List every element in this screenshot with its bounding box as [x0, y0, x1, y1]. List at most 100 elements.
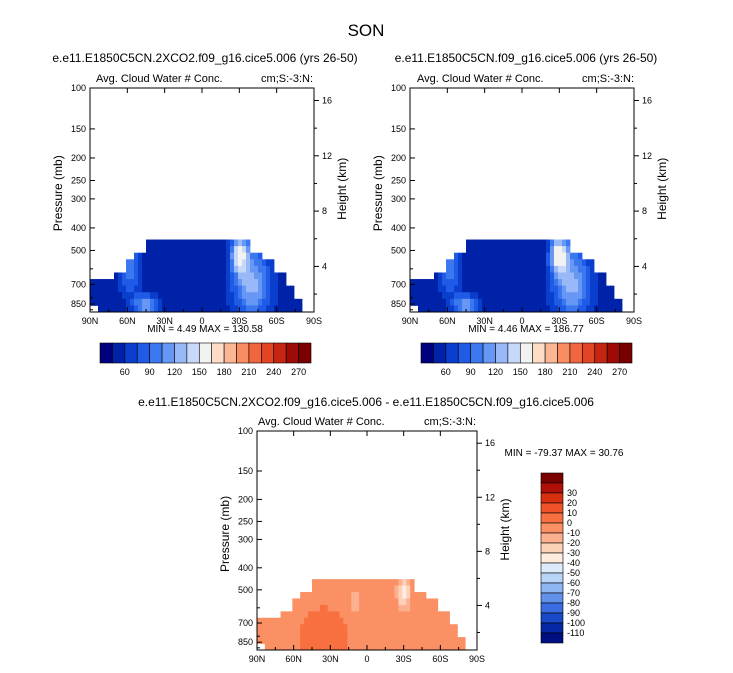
panel-right-cell — [546, 272, 551, 280]
panel-right-cell — [590, 305, 595, 313]
panel-left-cell — [258, 272, 263, 280]
panel-diff-cell — [339, 585, 344, 593]
panel-diff-cell — [402, 585, 407, 593]
panel-diff-cell — [414, 598, 419, 606]
panel-left-cell — [242, 259, 247, 267]
panel-right-cell — [454, 298, 459, 306]
panel-right-cell — [570, 259, 575, 267]
panel-left-cell — [230, 259, 235, 267]
panel-diff-cell — [394, 604, 399, 612]
panel-left-cell — [150, 239, 155, 247]
panel-diff-cell — [363, 604, 368, 612]
panel-diff-colorbar-swatch — [540, 542, 564, 554]
panel-left-colorbar-swatch — [161, 342, 175, 364]
panel-right-cell — [586, 259, 591, 267]
panel-diff-cell — [394, 643, 399, 651]
panel-right-cell — [434, 279, 439, 287]
panel-right-cell — [526, 265, 531, 273]
panel-left-ytick-label: 400 — [71, 223, 86, 233]
panel-diff-cell — [343, 592, 348, 599]
panel-right-xtick-label: 30N — [476, 316, 493, 326]
panel-right-cell — [554, 298, 559, 306]
panel-left-cell — [154, 252, 159, 260]
panel-diff-cell — [304, 617, 309, 625]
panel-right-cell — [594, 285, 599, 293]
panel-left-cell — [282, 272, 287, 280]
panel-left-cell — [90, 285, 95, 293]
panel-right-cell — [478, 305, 483, 313]
panel-diff-cell — [386, 643, 391, 651]
panel-right-cell — [454, 259, 459, 267]
panel-right-cell — [510, 239, 515, 247]
panel-right-cell — [506, 246, 511, 254]
panel-diff-cell — [315, 604, 321, 612]
panel-right-cell — [482, 292, 487, 300]
panel-diff-cell — [315, 637, 321, 644]
panel-right-cell — [554, 272, 559, 280]
panel-left-cell — [190, 305, 195, 313]
panel-diff-cell — [414, 604, 419, 612]
panel-left-cell — [230, 279, 235, 287]
panel-right-cell — [482, 298, 487, 306]
panel-right-cell — [454, 265, 459, 273]
panel-diff-ytick-label: 850 — [238, 637, 253, 647]
panel-right-cell — [414, 298, 419, 306]
panel-left-ytick-label: 700 — [71, 279, 86, 289]
panel-left-cell — [254, 285, 259, 293]
panel-left-cell — [258, 305, 263, 313]
panel-diff-cell — [343, 637, 348, 644]
panel-diff-cell — [276, 637, 281, 644]
panel-right-cell — [454, 285, 459, 293]
panel-left-cell — [238, 265, 243, 273]
panel-diff-cell — [319, 630, 325, 638]
panel-diff-cell — [410, 611, 415, 619]
panel-right-cell — [562, 292, 567, 300]
panel-right-cell — [486, 305, 491, 313]
panel-diff-cell — [335, 624, 340, 632]
panel-right-cell — [514, 272, 519, 280]
panel-left-cell — [290, 292, 295, 300]
panel-left-variable-label: Avg. Cloud Water # Conc. — [96, 73, 223, 85]
panel-left-cell — [138, 259, 143, 267]
panel-left-cell — [198, 252, 203, 260]
panel-diff-cell — [347, 592, 352, 599]
panel-left-cell — [210, 285, 215, 293]
panel-right-cell — [478, 265, 483, 273]
panel-right-cell — [618, 305, 623, 313]
panel-diff-cell — [257, 624, 262, 632]
panel-left-cell — [118, 292, 123, 300]
panel-left-cell — [106, 285, 111, 293]
panel-right-colorbar-swatch — [569, 342, 583, 364]
panel-right-y2tick-label: 8 — [642, 206, 647, 216]
panel-diff-cell — [260, 630, 266, 638]
panel-diff-colorbar-swatch — [540, 612, 564, 624]
panel-left-cell — [218, 252, 223, 260]
panel-left-cell — [274, 285, 279, 293]
panel-right-y2tick-label: 4 — [642, 261, 647, 271]
panel-diff-cell — [390, 585, 395, 593]
panel-diff-colorbar-label: -30 — [567, 548, 580, 558]
panel-left-cell — [134, 305, 139, 313]
panel-right-cell — [494, 292, 499, 300]
panel-diff-cell — [339, 592, 344, 599]
panel-diff-cell — [367, 611, 372, 619]
panel-diff-cell — [394, 579, 399, 586]
panel-left-cell — [206, 285, 211, 293]
panel-left-y2tick-label: 16 — [322, 95, 332, 105]
panel-diff-cell — [308, 611, 313, 619]
panel-left-cell — [114, 298, 119, 306]
panel-right-cell — [566, 272, 571, 280]
panel-left-cell — [190, 279, 195, 287]
panel-diff-cell — [292, 604, 297, 612]
panel-right-cell — [518, 272, 523, 280]
panel-diff-cell — [382, 624, 388, 632]
panel-right-cell — [474, 259, 479, 267]
panel-left-cell — [218, 265, 223, 273]
panel-diff-cell — [272, 630, 278, 638]
panel-right-cell — [490, 305, 495, 313]
panel-right-cell — [514, 279, 519, 287]
panel-diff-cell — [288, 637, 293, 644]
panel-diff-cell — [418, 617, 423, 625]
panel-right-cell — [482, 259, 487, 267]
panel-diff-colorbar-swatch — [540, 572, 564, 584]
